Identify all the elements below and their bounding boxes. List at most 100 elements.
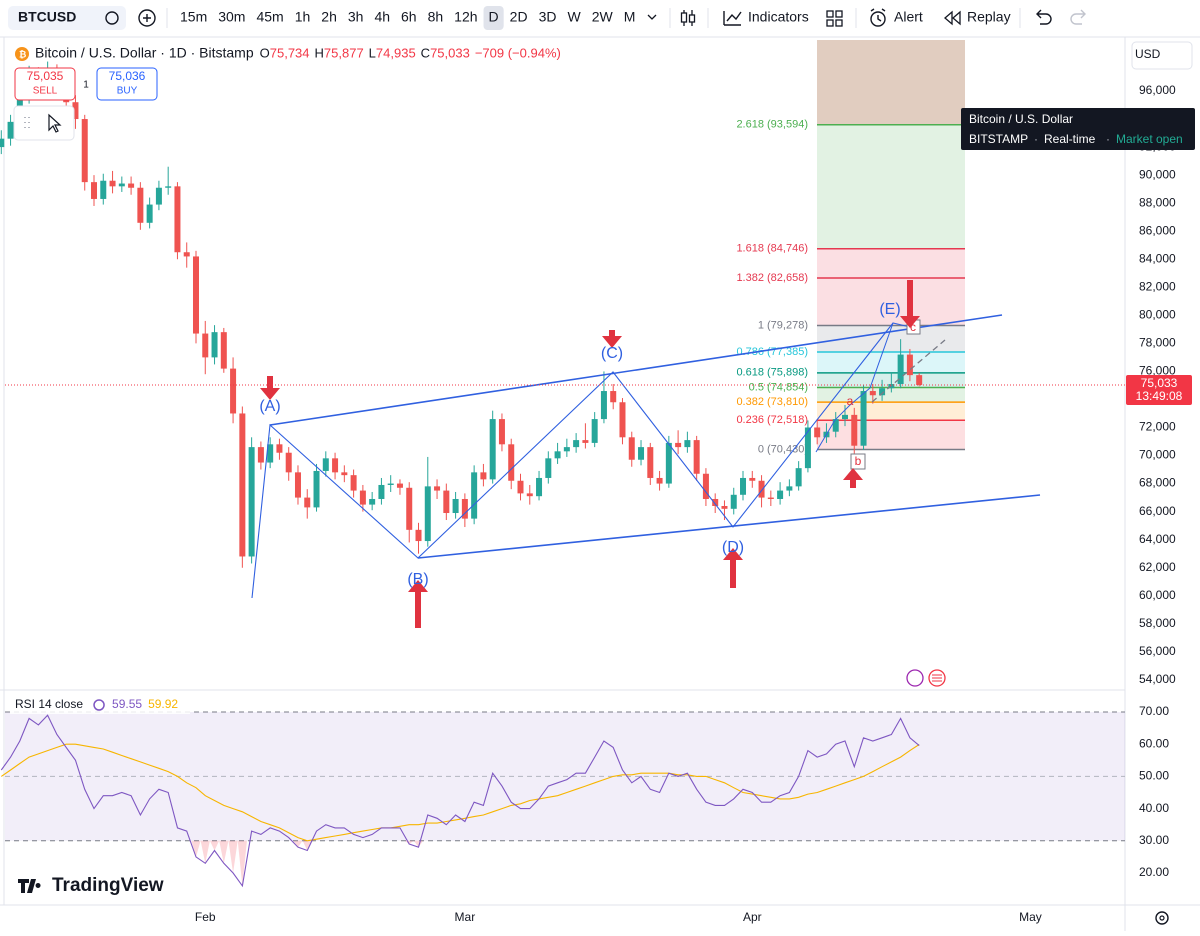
candle-body (471, 472, 478, 519)
interval-button[interactable]: W (567, 9, 581, 25)
signal-arrow (602, 330, 622, 348)
layout-button[interactable] (826, 10, 843, 27)
rsi-settings-icon[interactable] (93, 699, 105, 711)
upper-trendline (269, 314, 1003, 426)
currency[interactable]: USD (1135, 47, 1161, 61)
rsi-ma-value: 59.92 (148, 697, 178, 711)
buy-price[interactable]: 75,036 (109, 69, 146, 83)
y-tick-label: 60,000 (1139, 588, 1176, 602)
sell-label[interactable]: SELL (33, 86, 58, 97)
settings-button[interactable] (1155, 911, 1169, 925)
wave-label: (A) (259, 398, 280, 415)
flag-stripes (932, 674, 942, 682)
legend-title: Bitcoin / U.S. Dollar · 1D · Bitstamp (35, 45, 254, 61)
buy-label[interactable]: BUY (117, 86, 138, 97)
alert-button[interactable]: Alert (894, 9, 923, 25)
indicators-button[interactable]: Indicators (748, 9, 809, 25)
cursor-tool[interactable] (48, 113, 62, 133)
candle-body (554, 451, 561, 459)
last-price-label: 75,033 (1141, 376, 1178, 390)
wave-label: b (855, 454, 862, 468)
interval-button[interactable]: 2h (321, 9, 337, 25)
currency-box[interactable] (1131, 41, 1193, 70)
sell-button[interactable] (14, 67, 76, 101)
candle-body (183, 252, 190, 257)
chart-type-button[interactable] (680, 10, 696, 26)
candle-body (155, 187, 162, 205)
candle-body (897, 354, 904, 385)
candle-body (517, 480, 524, 494)
candle-body (869, 391, 876, 396)
rsi-tick-label: 40.00 (1139, 801, 1169, 815)
candle-body (165, 186, 172, 188)
candle-body (721, 506, 728, 509)
compare-button[interactable] (138, 9, 156, 27)
interval-active-bg (483, 6, 504, 30)
candle-body (563, 447, 570, 452)
y-tick-label: 96,000 (1139, 83, 1176, 97)
interval-button[interactable]: 2W (592, 9, 614, 25)
bitcoin-glyph: ₿ (19, 49, 26, 59)
rsi-title: RSI 14 close (15, 697, 83, 711)
undo-button[interactable] (1036, 9, 1052, 25)
replay-icon[interactable] (944, 10, 961, 26)
symbol-search-icon[interactable] (105, 11, 119, 25)
redo-button[interactable] (1070, 9, 1086, 25)
candle-body (582, 440, 589, 443)
y-tick-label: 82,000 (1139, 279, 1176, 293)
interval-button[interactable]: 3h (348, 9, 364, 25)
candle-body (860, 391, 867, 446)
change: −709 (−0.94%) (475, 45, 561, 60)
candle-body (777, 490, 784, 499)
fib-label: 1 (79,278) (758, 319, 808, 331)
rsi-tick-label: 30.00 (1139, 833, 1169, 847)
indicators-icon[interactable] (723, 11, 742, 26)
rsi-tick-label: 50.00 (1139, 769, 1169, 783)
candle-body (294, 472, 301, 498)
sell-price[interactable]: 75,035 (27, 69, 64, 83)
interval-button[interactable]: D (489, 9, 499, 25)
interval-button[interactable]: 15m (180, 9, 207, 25)
interval-button[interactable]: 1h (295, 9, 311, 25)
plus-icon (143, 14, 151, 22)
interval-dropdown[interactable] (647, 14, 657, 20)
rsi-value: 59.55 (112, 697, 142, 711)
candle-body (508, 444, 515, 481)
symbol-tooltip (961, 108, 1195, 150)
candle-body (749, 477, 756, 481)
candle-body (591, 419, 598, 443)
candle-body (174, 186, 181, 253)
drag-handle[interactable] (24, 117, 30, 128)
event-icon[interactable] (906, 669, 924, 687)
symbol-box[interactable] (8, 6, 126, 30)
alert-icon[interactable] (870, 8, 886, 27)
drawing-toolbar (13, 105, 75, 141)
tooltip-exchange: BITSTAMP (969, 132, 1028, 146)
candle-body (7, 121, 14, 139)
interval-button[interactable]: 4h (374, 9, 390, 25)
interval-button[interactable]: 30m (218, 9, 245, 25)
candle-body (91, 182, 98, 199)
fib-label: 1.618 (84,746) (736, 243, 808, 255)
signal-arrow (843, 468, 863, 488)
buy-button[interactable] (96, 67, 158, 101)
signal-arrow (260, 376, 280, 400)
symbol[interactable]: BTCUSD (18, 9, 76, 25)
y-tick-label: 76,000 (1139, 364, 1176, 378)
interval-button[interactable]: 3D (539, 9, 557, 25)
ohlc-value: 75,734 (270, 45, 310, 60)
interval-button[interactable]: 45m (256, 9, 283, 25)
candle-body (804, 427, 811, 469)
interval-button[interactable]: 8h (428, 9, 444, 25)
y-tick-label: 78,000 (1139, 336, 1176, 350)
interval-button[interactable]: 2D (510, 9, 528, 25)
replay-button[interactable]: Replay (967, 9, 1011, 25)
interval-button[interactable]: 6h (401, 9, 417, 25)
ohlc-key: H (315, 45, 324, 60)
wave-label: (B) (407, 571, 428, 588)
interval-button[interactable]: M (624, 9, 636, 25)
rsi-line (0, 714, 920, 888)
interval-button[interactable]: 12h (454, 9, 477, 25)
